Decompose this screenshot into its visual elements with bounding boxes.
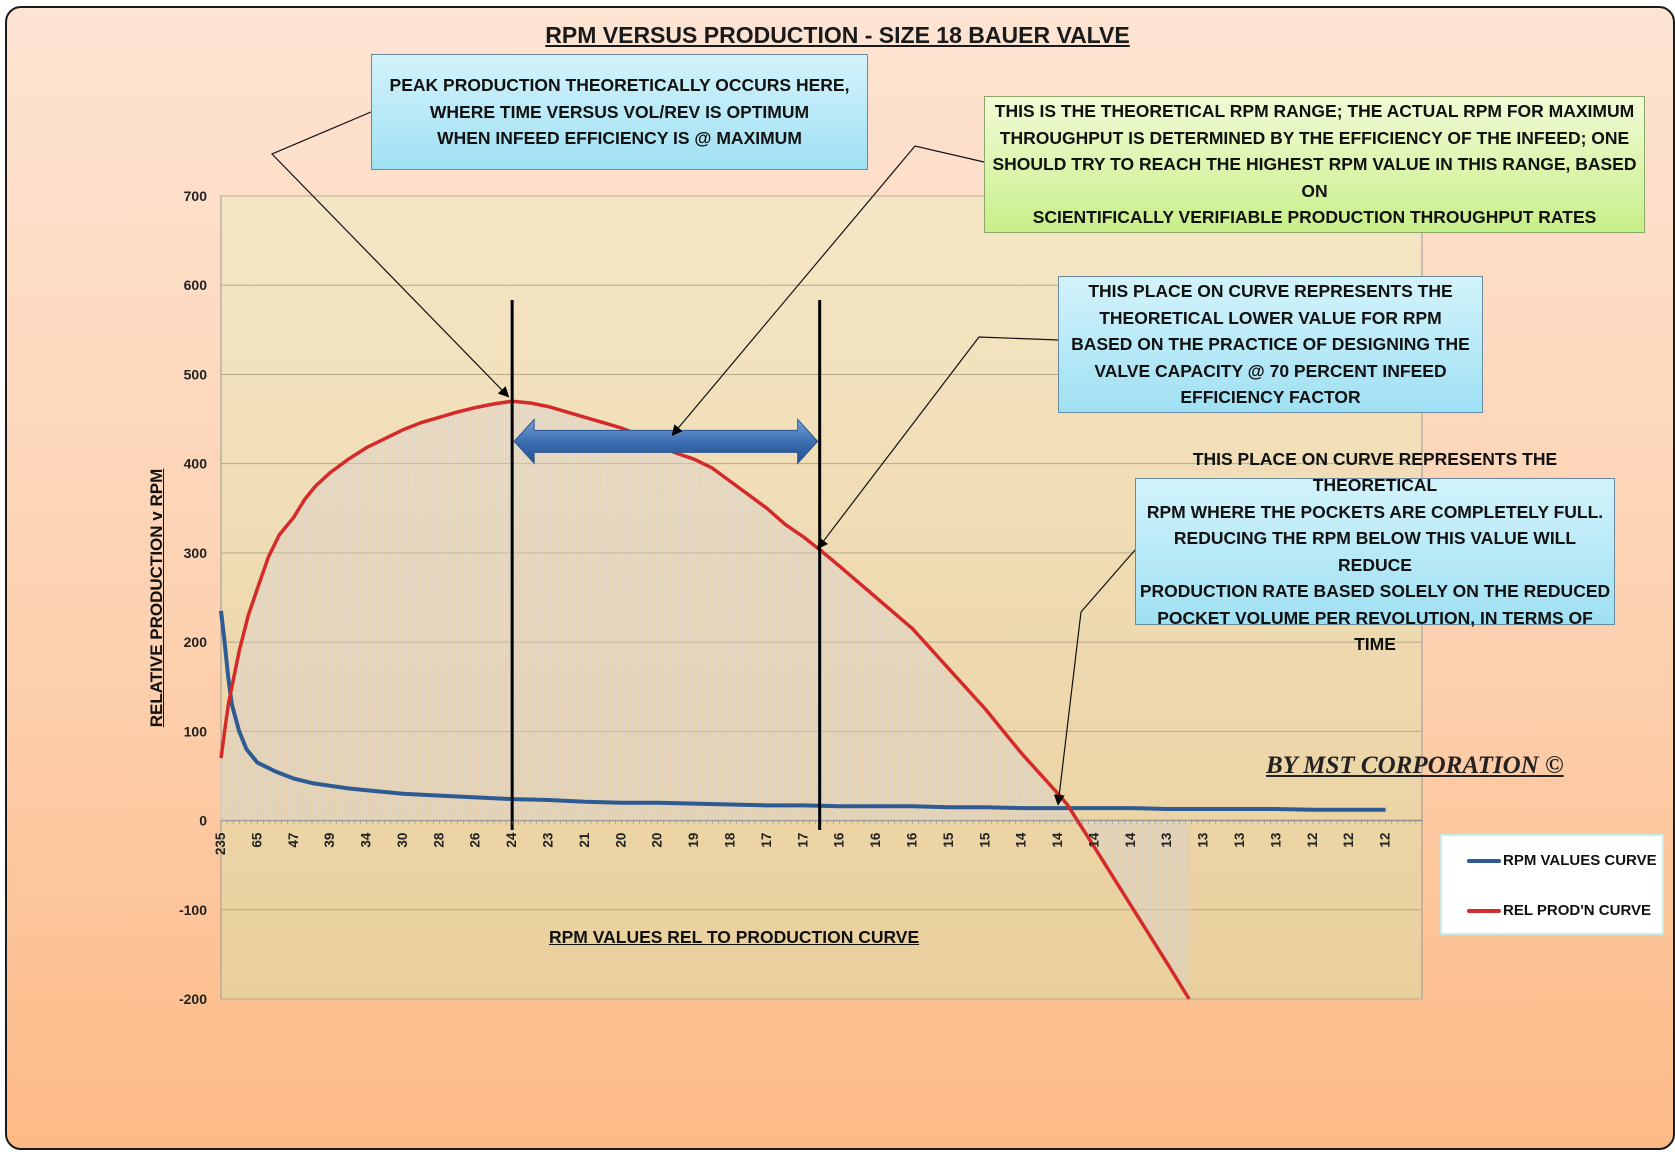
annotation-leader-line bbox=[671, 145, 985, 436]
x-tick-label: 14 bbox=[1123, 832, 1138, 848]
x-tick-label: 28 bbox=[431, 832, 446, 848]
x-tick-label: 34 bbox=[359, 832, 374, 848]
annotation-leader-line bbox=[270, 111, 510, 398]
x-tick-label: 21 bbox=[577, 832, 592, 848]
annotation-lower-rpm: THIS PLACE ON CURVE REPRESENTS THE THEOR… bbox=[1058, 276, 1483, 413]
y-tick-label: 700 bbox=[184, 188, 208, 204]
x-tick-label: 15 bbox=[977, 832, 992, 848]
annotation-pockets-text: THIS PLACE ON CURVE REPRESENTS THE THEOR… bbox=[1139, 448, 1611, 655]
series-line-rpm bbox=[219, 610, 1386, 812]
x-tick-label: 14 bbox=[1086, 832, 1101, 848]
production-area-hatching bbox=[220, 401, 1190, 999]
annotation-leader-line bbox=[817, 336, 1059, 550]
y-tick-label: -100 bbox=[179, 902, 207, 918]
y-tick-label: -200 bbox=[179, 991, 207, 1007]
annotation-leader-line bbox=[1053, 549, 1136, 806]
y-tick-label: 100 bbox=[184, 723, 208, 739]
x-tick-label: 26 bbox=[468, 832, 483, 848]
y-axis-label: RELATIVE PRODUCTION v RPM bbox=[147, 468, 166, 728]
annotation-peak-production: PEAK PRODUCTION THEORETICALLY OCCURS HER… bbox=[371, 54, 868, 170]
annotation-peak-text: PEAK PRODUCTION THEORETICALLY OCCURS HER… bbox=[389, 75, 850, 149]
x-tick-label: 14 bbox=[1050, 832, 1065, 848]
x-tick-label: 17 bbox=[759, 833, 774, 848]
x-tick-label: 13 bbox=[1232, 832, 1247, 848]
x-tick-label: 47 bbox=[286, 833, 301, 848]
x-tick-label: 19 bbox=[686, 833, 701, 848]
chart-title: RPM VERSUS PRODUCTION - SIZE 18 BAUER VA… bbox=[545, 22, 1130, 48]
x-tick-label: 39 bbox=[322, 833, 337, 848]
x-tick-label: 20 bbox=[650, 833, 665, 848]
credit-text: BY MST CORPORATION © bbox=[1266, 752, 1564, 779]
x-tick-label: 13 bbox=[1196, 832, 1211, 848]
x-tick-label: 15 bbox=[941, 832, 956, 848]
x-tick-label: 16 bbox=[904, 832, 919, 848]
x-tick-label: 235 bbox=[213, 832, 228, 855]
series-line-production bbox=[219, 399, 1191, 1000]
legend-label-rpm: RPM VALUES CURVE bbox=[1503, 852, 1657, 869]
x-tick-label: 20 bbox=[613, 833, 628, 848]
y-tick-label: 400 bbox=[184, 456, 208, 472]
annotation-lower-text: THIS PLACE ON CURVE REPRESENTS THE THEOR… bbox=[1071, 281, 1470, 408]
y-tick-label: 300 bbox=[184, 545, 208, 561]
x-tick-label: 12 bbox=[1305, 833, 1320, 848]
legend-label-prod: REL PROD'N CURVE bbox=[1503, 902, 1652, 919]
x-tick-label: 16 bbox=[832, 832, 847, 848]
chart-legend: RPM VALUES CURVE REL PROD'N CURVE bbox=[1440, 834, 1664, 935]
x-tick-label: 17 bbox=[795, 833, 810, 848]
y-tick-label: 0 bbox=[199, 813, 207, 829]
legend-item-rpm: RPM VALUES CURVE bbox=[1467, 852, 1657, 869]
legend-item-prod: REL PROD'N CURVE bbox=[1467, 902, 1651, 919]
x-tick-label: 14 bbox=[1014, 832, 1029, 848]
x-tick-label: 65 bbox=[249, 832, 264, 848]
x-tick-label: 23 bbox=[541, 832, 556, 848]
legend-swatch-prod bbox=[1467, 908, 1501, 913]
x-tick-label: 24 bbox=[504, 832, 519, 848]
x-tick-label: 30 bbox=[395, 833, 410, 848]
annotation-range-text: THIS IS THE THEORETICAL RPM RANGE; THE A… bbox=[992, 101, 1637, 228]
x-tick-label: 18 bbox=[723, 832, 738, 848]
annotation-pockets-full: THIS PLACE ON CURVE REPRESENTS THE THEOR… bbox=[1135, 449, 1615, 654]
annotation-rpm-range: THIS IS THE THEORETICAL RPM RANGE; THE A… bbox=[984, 96, 1645, 233]
y-tick-label: 500 bbox=[184, 366, 208, 382]
legend-swatch-rpm bbox=[1467, 858, 1501, 863]
x-tick-label: 13 bbox=[1159, 832, 1174, 848]
rpm-range-double-arrow bbox=[513, 418, 819, 465]
x-tick-label: 12 bbox=[1341, 833, 1356, 848]
x-tick-label: 16 bbox=[868, 832, 883, 848]
y-tick-label: 200 bbox=[184, 634, 208, 650]
x-tick-label: 12 bbox=[1378, 833, 1393, 848]
x-tick-label: 13 bbox=[1268, 832, 1283, 848]
y-tick-label: 600 bbox=[184, 277, 208, 293]
x-axis-label: RPM VALUES REL TO PRODUCTION CURVE bbox=[549, 927, 920, 947]
